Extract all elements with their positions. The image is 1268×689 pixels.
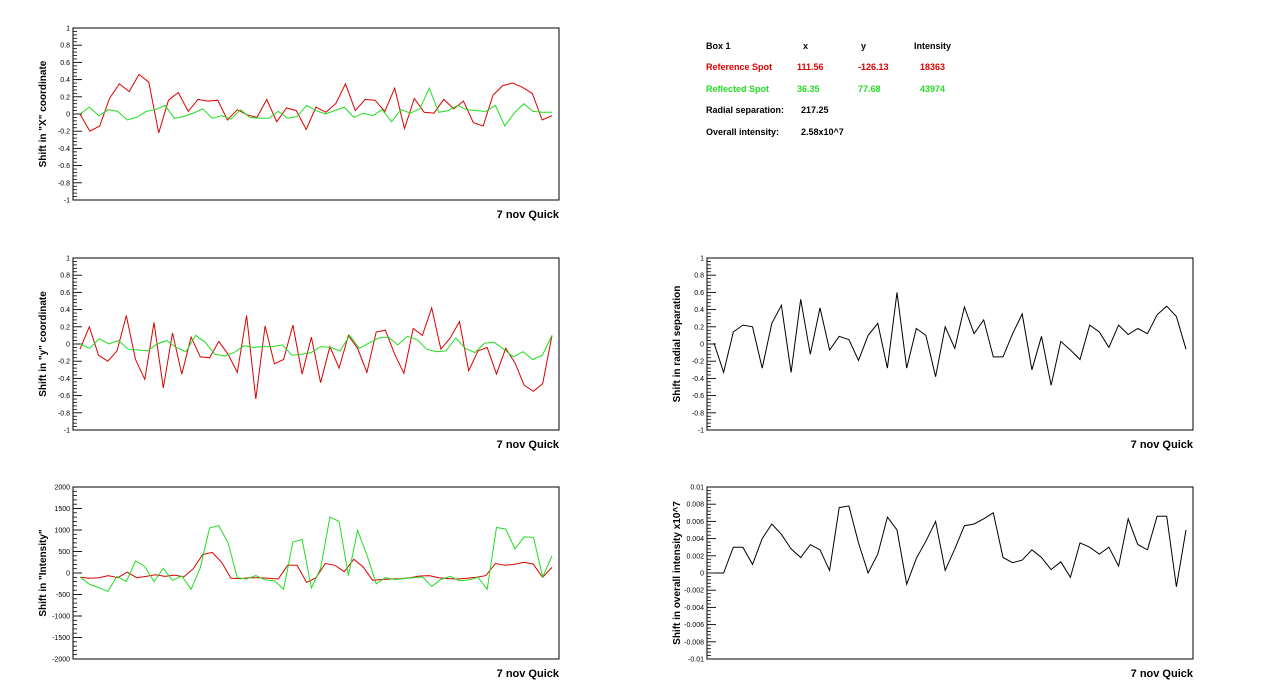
radial-shift-tick-label: 0.4 [694, 307, 704, 314]
x-shift-xlabel: 7 nov Quick [497, 209, 560, 221]
radial-shift-tick-label: -1 [698, 428, 704, 435]
intensity-shift-tick-label: 2000 [54, 485, 70, 492]
overall-intensity-shift-tick-label: 0.006 [686, 519, 704, 526]
x-shift-tick-label: -0.2 [58, 129, 70, 136]
overall-intensity-shift-series-single-line [714, 505, 1187, 587]
intensity-shift-tick-label: -1500 [52, 635, 70, 642]
column-intensity-header: Intensity [914, 41, 952, 51]
y-shift-xlabel: 7 nov Quick [497, 439, 560, 451]
x-shift-ylabel: Shift in "X" coordinate [38, 60, 49, 167]
overall-intensity-label: Overall intensity: [706, 127, 780, 137]
y-shift-series-reference-line [79, 306, 553, 400]
reflected-spot-x: 36.35 [797, 84, 820, 94]
y-shift-tick-label: -0.6 [58, 393, 70, 400]
reflected-spot-y: 77.68 [858, 84, 881, 94]
y-shift-tick-label: -0.8 [58, 410, 70, 417]
x-shift-chart: -1 -0.8 -0.6 -0.4 -0.2 0 0.2 0.4 0.6 0.8 1 Shift in… [38, 26, 560, 222]
intensity-shift-tick-label: 1000 [54, 528, 70, 535]
y-shift-tick-label: 0.6 [60, 290, 70, 297]
x-shift-tick-label: -0.4 [58, 146, 70, 153]
box-label: Box 1 [706, 41, 731, 51]
overall-intensity-shift-chart: -0.01 -0.008 -0.006 -0.004 -0.002 0 0.002 0.004… [672, 485, 1194, 681]
overall-intensity-shift-tick-label: -0.002 [684, 588, 704, 595]
intensity-shift-tick-label: -2000 [52, 657, 70, 664]
x-shift-tick-label: 0.4 [60, 77, 70, 84]
radial-shift-xlabel: 7 nov Quick [1131, 439, 1194, 451]
x-shift-tick-label: 1 [66, 26, 70, 33]
radial-shift-tick-label: 0.2 [694, 324, 704, 331]
x-shift-series-reflected-line [79, 86, 552, 127]
intensity-shift-xlabel: 7 nov Quick [497, 668, 560, 680]
intensity-shift-tick-label: 500 [58, 549, 70, 556]
radial-separation-value: 217.25 [801, 105, 829, 115]
radial-shift-tick-label: 0 [700, 342, 704, 349]
overall-intensity-shift-tick-label: 0.002 [686, 553, 704, 560]
overall-intensity-shift-xlabel: 7 nov Quick [1131, 668, 1194, 680]
y-shift-tick-label: -0.4 [58, 376, 70, 383]
x-shift-tick-label: 0 [66, 112, 70, 119]
radial-shift-ylabel: Shift in radial separation [672, 286, 683, 403]
x-shift-tick-label: 0.2 [60, 94, 70, 101]
reference-spot-intensity: 18363 [920, 62, 946, 72]
x-shift-tick-label: 0.8 [60, 43, 70, 50]
overall-intensity-shift-tick-label: 0 [700, 571, 704, 578]
y-shift-tick-label: 0.4 [60, 307, 70, 314]
overall-intensity-shift-ylabel: Shift in overall intensity x10^7 [672, 501, 683, 645]
y-shift-tick-label: 1 [66, 256, 70, 263]
y-shift-tick-label: 0.8 [60, 273, 70, 280]
x-shift-tick-label: -0.8 [58, 180, 70, 187]
intensity-shift-tick-label: 1500 [54, 506, 70, 513]
reflected-spot-label: Reflected Spot [706, 84, 770, 94]
y-shift-tick-label: -0.2 [58, 359, 70, 366]
y-shift-tick-label: 0 [66, 342, 70, 349]
overall-intensity-value: 2.58x10^7 [801, 127, 844, 137]
y-shift-tick-label: 0.2 [60, 324, 70, 331]
intensity-shift-frame [72, 486, 560, 660]
radial-shift-tick-label: -0.8 [692, 410, 704, 417]
intensity-shift-chart: -2000 -1500 -1000 -500 0 500 1000 1500 2000 Shift… [38, 485, 560, 681]
radial-separation-label: Radial separation: [706, 105, 785, 115]
radial-shift-frame [706, 257, 1194, 431]
overall-intensity-shift-frame [706, 486, 1194, 660]
column-x-header: x [803, 41, 809, 51]
overall-intensity-shift-tick-label: -0.006 [684, 622, 704, 629]
x-shift-tick-label: 0.6 [60, 60, 70, 67]
reflected-spot-intensity: 43974 [920, 84, 946, 94]
radial-shift-tick-label: -0.2 [692, 359, 704, 366]
y-shift-chart: -1 -0.8 -0.6 -0.4 -0.2 0 0.2 0.4 0.6 0.8 1 Shift in… [38, 256, 560, 452]
reference-spot-x: 111.56 [797, 62, 824, 72]
radial-shift-series-single-line [713, 292, 1187, 386]
overall-intensity-shift-tick-label: 0.008 [686, 502, 704, 509]
radial-shift-tick-label: 0.6 [694, 290, 704, 297]
reference-spot-label: Reference Spot [706, 62, 773, 72]
intensity-shift-ylabel: Shift in "Intensity" [38, 529, 49, 617]
x-shift-frame [72, 27, 560, 201]
radial-shift-tick-label: -0.4 [692, 376, 704, 383]
overall-intensity-shift-tick-label: -0.008 [684, 639, 704, 646]
intensity-shift-tick-label: 0 [66, 571, 70, 578]
intensity-shift-tick-label: -1000 [52, 614, 70, 621]
intensity-shift-series-reflected-line [79, 516, 553, 593]
x-shift-tick-label: -0.6 [58, 163, 70, 170]
radial-shift-tick-label: 1 [700, 256, 704, 263]
overall-intensity-shift-tick-label: -0.01 [688, 657, 704, 664]
column-y-header: y [861, 41, 867, 51]
overall-intensity-shift-tick-label: -0.004 [684, 605, 704, 612]
y-shift-tick-label: -1 [64, 428, 70, 435]
radial-shift-tick-label: -0.6 [692, 393, 704, 400]
y-shift-series-reflected-line [79, 334, 553, 361]
overall-intensity-shift-tick-label: 0.01 [690, 485, 704, 492]
radial-shift-chart: -1 -0.8 -0.6 -0.4 -0.2 0 0.2 0.4 0.6 0.8 1 Shift in… [672, 256, 1194, 452]
x-shift-series-reference-line [79, 73, 553, 134]
y-shift-ylabel: Shift in "y" coordinate [38, 291, 49, 397]
x-shift-tick-label: -1 [64, 198, 70, 205]
radial-shift-tick-label: 0.8 [694, 273, 704, 280]
intensity-shift-tick-label: -500 [56, 592, 70, 599]
reference-spot-y: -126.13 [858, 62, 889, 72]
overall-intensity-shift-tick-label: 0.004 [686, 536, 704, 543]
y-shift-frame [72, 257, 560, 431]
